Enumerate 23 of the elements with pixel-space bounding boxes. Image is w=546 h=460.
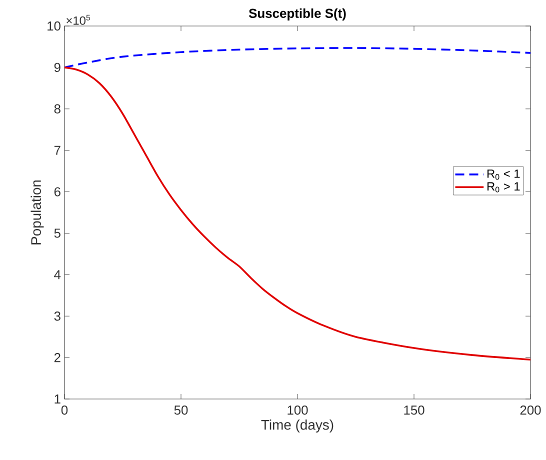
legend-label: R$_{0}$ > 1 <box>487 182 520 192</box>
x-tick-label: 0 <box>61 406 68 415</box>
x-axis-title: Time (days) <box>261 420 334 433</box>
chart-title: Susceptible S(t) <box>248 8 346 21</box>
y-tick-label: 9 <box>54 62 60 72</box>
x-tick-label: 150 <box>404 406 424 415</box>
y-tick-label: 7 <box>54 146 60 155</box>
line-series <box>64 66 531 361</box>
y-tick-label: 3 <box>54 312 60 321</box>
y-axis-title: Population <box>30 180 44 244</box>
x-tick-label: 100 <box>288 406 308 415</box>
y-tick-label: 8 <box>54 104 60 114</box>
x-tick-label: 200 <box>520 406 541 415</box>
y-tick-label: 5 <box>54 228 60 238</box>
y-tick-label: 4 <box>54 270 61 280</box>
legend-label: R$_{0}$ < 1 <box>487 170 520 180</box>
y-tick-label: 10 <box>48 21 60 31</box>
text: ×10$^{5}$ <box>66 14 90 25</box>
y-tick-label: 2 <box>54 353 60 362</box>
y-tick-label: 1 <box>54 394 60 404</box>
y-tick-label: 6 <box>54 187 60 196</box>
x-tick-label: 50 <box>174 406 188 415</box>
line-series <box>64 47 531 68</box>
